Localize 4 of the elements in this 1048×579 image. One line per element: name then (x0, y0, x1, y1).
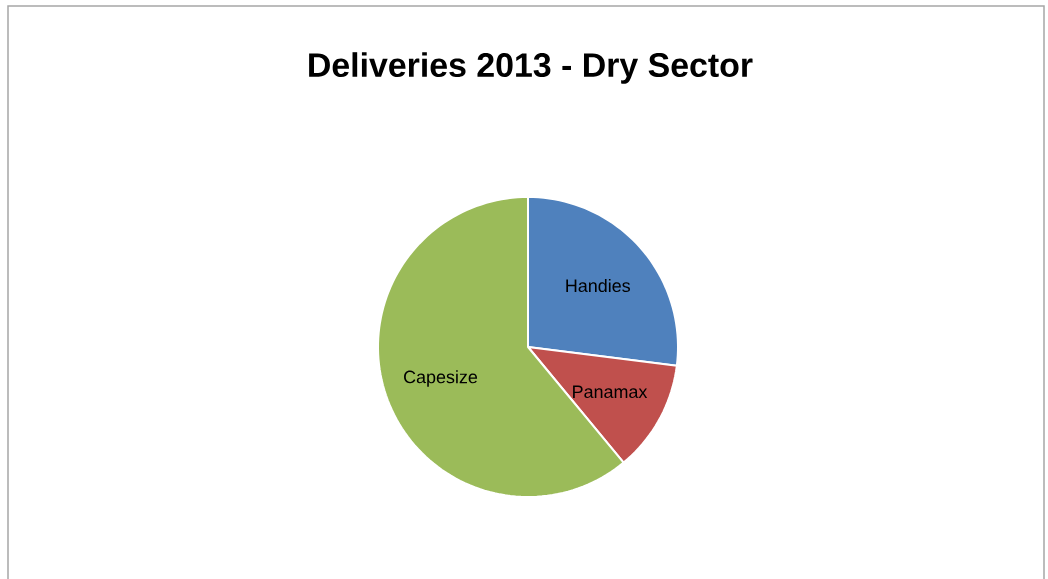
slice-label: Panamax (573, 385, 648, 399)
slice-label: Capesize (404, 370, 478, 387)
chart-title: Deliveries 2013 - Dry Sector (309, 52, 753, 84)
slice-label: Handies (566, 278, 630, 293)
